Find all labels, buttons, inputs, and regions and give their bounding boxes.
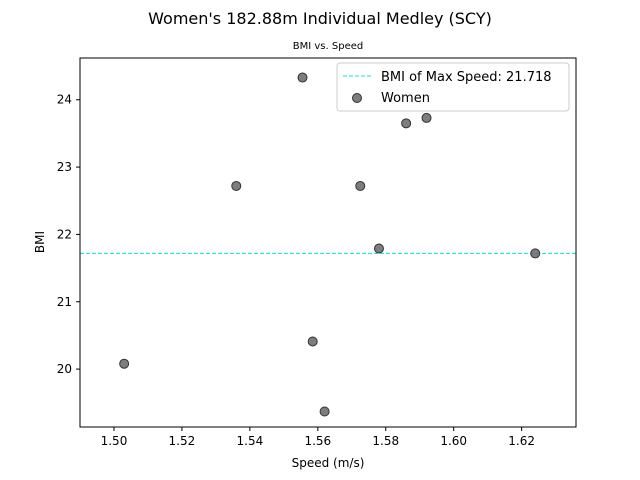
x-axis-label: Speed (m/s)	[292, 456, 365, 470]
data-point	[373, 243, 384, 254]
data-point	[119, 358, 130, 369]
y-tick-label: 22	[57, 227, 72, 241]
data-point	[307, 336, 318, 347]
y-axis-label: BMI	[33, 231, 47, 253]
data-point	[319, 406, 330, 417]
x-tick-label: 1.58	[372, 434, 399, 448]
legend-box	[336, 62, 570, 112]
plot-area-frame	[79, 57, 577, 428]
x-tick-label: 1.56	[304, 434, 331, 448]
x-tick-label: 1.62	[508, 434, 535, 448]
y-tick-label: 24	[57, 93, 72, 107]
x-tick-label: 1.54	[237, 434, 264, 448]
y-tick-label: 20	[57, 362, 72, 376]
x-tick-label: 1.50	[101, 434, 128, 448]
data-point	[231, 180, 242, 191]
legend-label-reference-line: BMI of Max Speed: 21.718	[381, 70, 552, 85]
x-tick-label: 1.60	[440, 434, 467, 448]
legend-label-women: Women	[381, 91, 430, 106]
legend-women-marker	[352, 93, 362, 103]
data-point	[297, 72, 308, 83]
data-points-layer	[119, 72, 541, 417]
x-tick-label: 1.52	[169, 434, 196, 448]
data-point	[355, 180, 366, 191]
chart-title: Women's 182.88m Individual Medley (SCY)	[148, 9, 492, 28]
y-axis-ticks: 20 21 22 23 24	[57, 93, 80, 376]
data-point	[530, 248, 541, 259]
chart-subtitle: BMI vs. Speed	[293, 41, 363, 52]
y-tick-label: 21	[57, 295, 72, 309]
data-point	[421, 112, 432, 123]
legend: BMI of Max Speed: 21.718 Women	[336, 62, 570, 112]
y-tick-label: 23	[57, 160, 72, 174]
x-axis-ticks: 1.50 1.52 1.54 1.56 1.58 1.60 1.62	[101, 427, 535, 448]
data-point	[401, 118, 412, 129]
